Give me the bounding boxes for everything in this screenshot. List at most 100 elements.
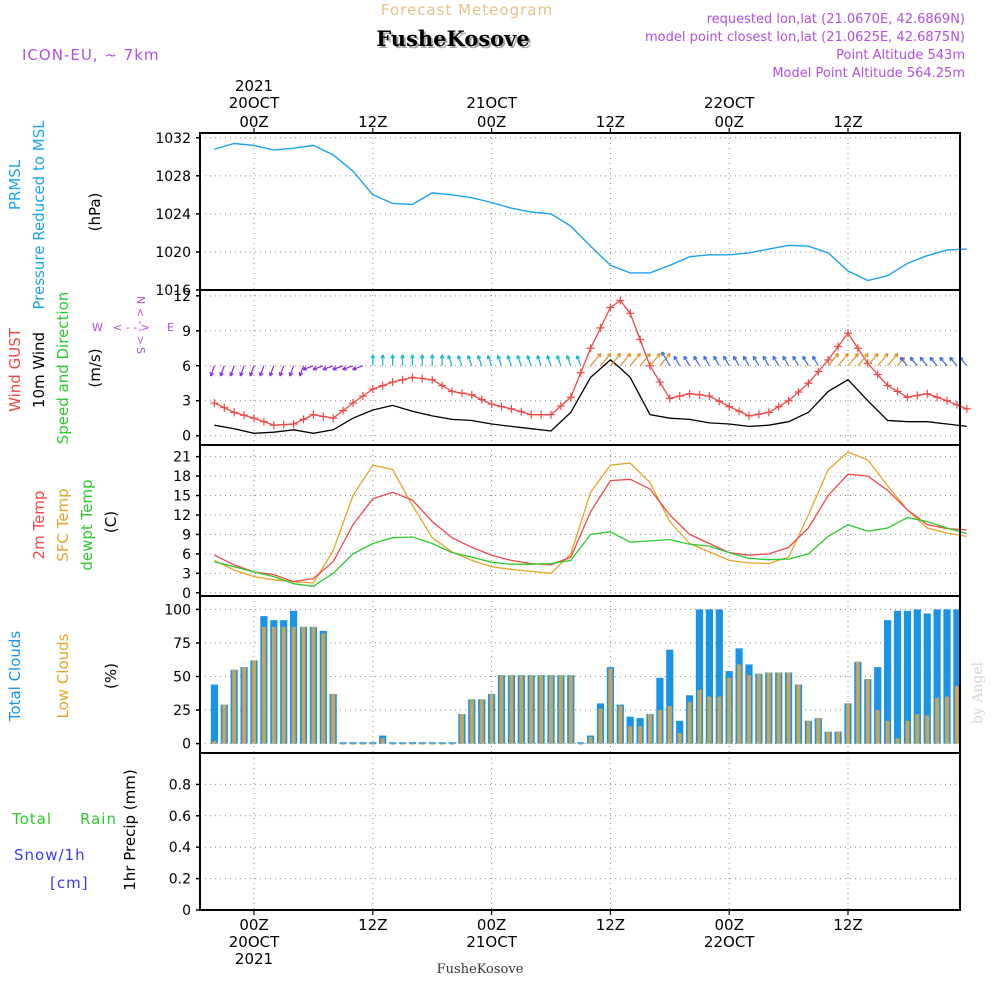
gust-marker xyxy=(844,329,852,338)
y-tick-label: 1032 xyxy=(155,131,191,147)
top-time-label: 12Z xyxy=(596,113,625,131)
gust-marker xyxy=(735,407,744,416)
gust-marker xyxy=(527,410,536,419)
low-cloud-bar xyxy=(261,626,266,744)
wind-direction-arrow xyxy=(576,355,582,366)
wind-direction-arrow xyxy=(723,355,730,367)
wind-arrow-head xyxy=(575,354,581,360)
total-cloud-bar xyxy=(893,610,902,744)
total-cloud-bar xyxy=(408,742,416,744)
gust-marker xyxy=(636,335,645,344)
wind-arrow-head xyxy=(302,366,308,371)
wind-arrow-head xyxy=(352,366,357,371)
wind-arrow-head xyxy=(556,354,561,360)
total-cloud-bar xyxy=(349,742,357,744)
wind-arrow-head xyxy=(874,352,879,358)
low-cloud-bar xyxy=(232,669,237,744)
bottom-time-label: 12Z xyxy=(833,916,862,934)
low-cloud-bar xyxy=(509,675,514,744)
gust-marker xyxy=(566,393,575,402)
top-time-label: 00Z xyxy=(239,113,268,131)
low-cloud-bar xyxy=(895,738,900,744)
wind-arrow-head xyxy=(854,352,859,358)
total-cloud-bar xyxy=(943,609,951,744)
temp-2m-line xyxy=(214,473,967,583)
low-cloud-bar xyxy=(242,667,247,744)
wind-arrow-head xyxy=(546,354,551,360)
wind-direction-arrow xyxy=(659,353,671,367)
wind-direction-arrow xyxy=(609,353,622,367)
clouds-units: (%) xyxy=(102,663,120,689)
low-cloud-bar xyxy=(568,675,573,744)
gust-marker xyxy=(853,344,862,353)
total-clouds-label: Total Clouds xyxy=(6,631,24,723)
model-name: ICON-EU, ~ 7km xyxy=(22,46,160,64)
model-altitude: Model Point Altitude 564.25m xyxy=(772,66,965,81)
low-cloud-bar xyxy=(469,699,474,744)
compass-arrow-v: < - - > xyxy=(134,308,147,345)
gust-marker xyxy=(507,404,516,413)
low-cloud-bar xyxy=(380,738,385,744)
wind-arrow-head xyxy=(288,372,294,377)
low-cloud-bar xyxy=(370,743,375,745)
wind-arrow-head xyxy=(782,355,787,361)
low-cloud-bar xyxy=(648,714,652,744)
wind-direction-arrow xyxy=(457,355,463,366)
low-cloud-bar xyxy=(747,675,751,744)
y-tick-label: 6 xyxy=(182,359,191,375)
station-title: FusheKosove xyxy=(376,26,529,51)
low-cloud-bar xyxy=(410,743,415,745)
wind-arrow-head xyxy=(606,352,612,358)
gust-marker xyxy=(517,407,526,416)
top-time-label: 2021 xyxy=(235,77,273,95)
pressure-units: (hPa) xyxy=(86,193,104,232)
panel-precip-bg xyxy=(200,753,960,910)
wind-direction-arrow xyxy=(703,355,710,367)
total-cloud-bar xyxy=(448,742,456,744)
total-cloud-bar xyxy=(666,649,674,744)
low-cloud-bar xyxy=(707,696,712,744)
gust-marker xyxy=(784,396,793,405)
wind-direction-arrow xyxy=(919,356,928,367)
wind-direction-arrow xyxy=(939,356,948,367)
gust-marker xyxy=(378,381,387,390)
wind-direction-arrow xyxy=(742,355,750,367)
wind-arrow-head xyxy=(939,356,944,362)
wind-arrow-head xyxy=(656,352,661,358)
wind-arrow-head xyxy=(370,354,376,359)
total-cloud-bar xyxy=(339,742,347,744)
wind-direction-arrow xyxy=(566,355,572,366)
wind-arrow-head xyxy=(536,354,541,360)
temp-sfc-line xyxy=(214,451,967,584)
top-time-label: 00Z xyxy=(715,113,744,131)
panel-temp-bg xyxy=(200,445,960,596)
wind-direction-arrow xyxy=(352,365,364,371)
wind-arrow-head xyxy=(899,356,905,362)
wind-direction-arrow xyxy=(929,356,938,367)
gust-marker xyxy=(705,392,714,401)
wind-direction-arrow xyxy=(847,353,859,367)
wind-arrow-head xyxy=(693,355,698,361)
precip-snow-label: Snow/1h xyxy=(14,846,86,864)
total-cloud-bar xyxy=(369,742,377,744)
wind-direction-arrow xyxy=(497,355,503,366)
gust-marker xyxy=(586,344,595,353)
total-cloud-bar xyxy=(577,742,585,744)
wind-arrow-head xyxy=(733,355,738,361)
low-cloud-bar xyxy=(618,706,623,744)
low-cloud-bar xyxy=(717,696,722,744)
wind-arrow-head xyxy=(298,372,304,377)
low-cloud-bar xyxy=(826,731,831,744)
wind-direction-arrow xyxy=(289,365,295,377)
wind-arrow-head xyxy=(506,354,511,360)
low-cloud-bar xyxy=(281,626,286,744)
bottom-time-label: 00Z xyxy=(239,916,268,934)
total-cloud-bar xyxy=(715,609,723,744)
wind-arrow-head xyxy=(844,352,849,358)
gust-marker xyxy=(725,402,734,411)
bottom-time-label: 00Z xyxy=(477,916,506,934)
low-cloud-bar xyxy=(846,703,850,744)
gust-marker xyxy=(210,399,219,408)
wind-direction-arrow xyxy=(649,353,661,367)
